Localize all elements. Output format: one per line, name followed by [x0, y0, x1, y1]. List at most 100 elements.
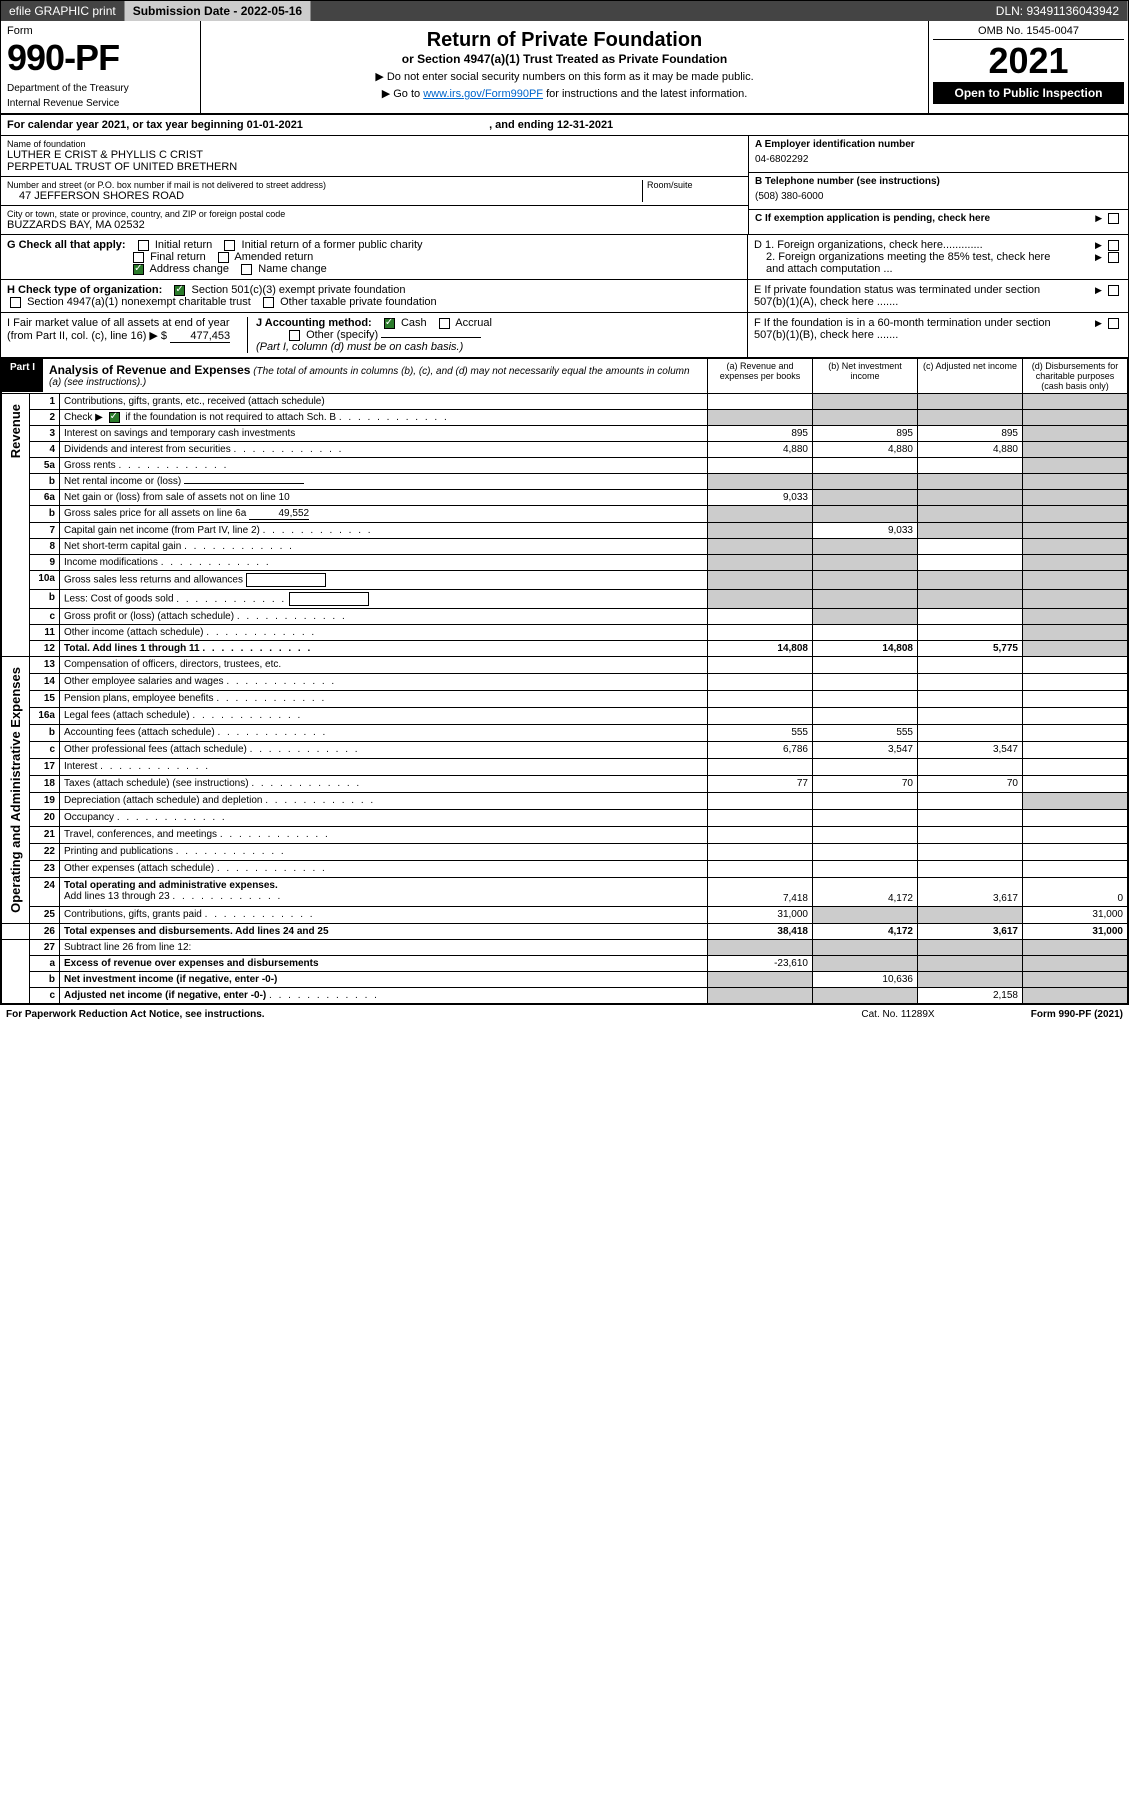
- row-27a: a Excess of revenue over expenses and di…: [2, 956, 1128, 972]
- check-h-e: H Check type of organization: Section 50…: [1, 280, 1128, 313]
- row-15: 15 Pension plans, employee benefits: [2, 691, 1128, 708]
- row-18: 18 Taxes (attach schedule) (see instruct…: [2, 776, 1128, 793]
- col-d-header: (d) Disbursements for charitable purpose…: [1023, 359, 1128, 394]
- info-block: Name of foundation LUTHER E CRIST & PHYL…: [1, 136, 1128, 235]
- f-checkbox[interactable]: [1108, 318, 1119, 329]
- row-22: 22 Printing and publications: [2, 844, 1128, 861]
- footer: For Paperwork Reduction Act Notice, see …: [0, 1005, 1129, 1024]
- part1-table: Part I Analysis of Revenue and Expenses …: [1, 358, 1128, 1004]
- header-right: OMB No. 1545-0047 2021 Open to Public In…: [928, 21, 1128, 113]
- g-initial-checkbox[interactable]: [138, 240, 149, 251]
- row-20: 20 Occupancy: [2, 810, 1128, 827]
- section-g: G Check all that apply: Initial return I…: [1, 235, 748, 279]
- tax-year: 2021: [933, 40, 1124, 82]
- form-ref: Form 990-PF (2021): [973, 1009, 1123, 1020]
- g-address-checkbox[interactable]: [133, 264, 144, 275]
- exemption-cell: C If exemption application is pending, c…: [749, 210, 1128, 227]
- col-a-header: (a) Revenue and expenses per books: [708, 359, 813, 394]
- note-ssn: ▶ Do not enter social security numbers o…: [209, 70, 920, 83]
- revenue-side-label: Revenue: [6, 396, 25, 466]
- g-final-checkbox[interactable]: [133, 252, 144, 263]
- d2-checkbox[interactable]: [1108, 252, 1119, 263]
- h-501c3-checkbox[interactable]: [174, 285, 185, 296]
- section-h: H Check type of organization: Section 50…: [1, 280, 748, 312]
- row-27c: c Adjusted net income (if negative, ente…: [2, 988, 1128, 1004]
- ein-cell: A Employer identification number 04-6802…: [749, 136, 1128, 173]
- j-other-checkbox[interactable]: [289, 330, 300, 341]
- calendar-year: For calendar year 2021, or tax year begi…: [1, 115, 1128, 136]
- check-ij-f: I Fair market value of all assets at end…: [1, 313, 1128, 358]
- efile-label: efile GRAPHIC print: [1, 1, 125, 21]
- section-d: D 1. Foreign organizations, check here..…: [748, 235, 1128, 279]
- row-10a: 10a Gross sales less returns and allowan…: [2, 571, 1128, 590]
- dept-treasury: Department of the Treasury: [7, 83, 194, 94]
- row-23: 23 Other expenses (attach schedule): [2, 861, 1128, 878]
- foundation-name-cell: Name of foundation LUTHER E CRIST & PHYL…: [1, 136, 748, 177]
- submission-date: Submission Date - 2022-05-16: [125, 1, 311, 21]
- row-26: 26 Total expenses and disbursements. Add…: [2, 924, 1128, 940]
- row-21: 21 Travel, conferences, and meetings: [2, 827, 1128, 844]
- dln: DLN: 93491136043942: [988, 1, 1128, 21]
- row-16b: b Accounting fees (attach schedule) 555 …: [2, 725, 1128, 742]
- g-initial-former-checkbox[interactable]: [224, 240, 235, 251]
- section-e: E If private foundation status was termi…: [748, 280, 1128, 312]
- row-12: 12 Total. Add lines 1 through 11 14,808 …: [2, 641, 1128, 657]
- city-cell: City or town, state or province, country…: [1, 206, 748, 234]
- e-checkbox[interactable]: [1108, 285, 1119, 296]
- g-amended-checkbox[interactable]: [218, 252, 229, 263]
- fmv-value: 477,453: [170, 330, 230, 343]
- row-7: 7 Capital gain net income (from Part IV,…: [2, 523, 1128, 539]
- d1-checkbox[interactable]: [1108, 240, 1119, 251]
- section-ij: I Fair market value of all assets at end…: [1, 313, 748, 357]
- col-b-header: (b) Net investment income: [813, 359, 918, 394]
- header-left: Form 990-PF Department of the Treasury I…: [1, 21, 201, 113]
- section-f: F If the foundation is in a 60-month ter…: [748, 313, 1128, 357]
- c-checkbox[interactable]: [1108, 213, 1119, 224]
- row-24: 24 Total operating and administrative ex…: [2, 878, 1128, 907]
- form-number: 990-PF: [7, 37, 194, 79]
- row-2: 2 Check ▶ if the foundation is not requi…: [2, 410, 1128, 426]
- phone-cell: B Telephone number (see instructions) (5…: [749, 173, 1128, 210]
- header: Form 990-PF Department of the Treasury I…: [1, 21, 1128, 115]
- info-right: A Employer identification number 04-6802…: [748, 136, 1128, 234]
- row-4: 4 Dividends and interest from securities…: [2, 442, 1128, 458]
- row-10c: c Gross profit or (loss) (attach schedul…: [2, 609, 1128, 625]
- row-10b: b Less: Cost of goods sold: [2, 590, 1128, 609]
- open-public: Open to Public Inspection: [933, 82, 1124, 104]
- topbar: efile GRAPHIC print Submission Date - 20…: [1, 1, 1128, 21]
- paperwork-notice: For Paperwork Reduction Act Notice, see …: [6, 1009, 823, 1020]
- row-1: Revenue 1 Contributions, gifts, grants, …: [2, 394, 1128, 410]
- j-cash-checkbox[interactable]: [384, 318, 395, 329]
- j-accrual-checkbox[interactable]: [439, 318, 450, 329]
- row-16c: c Other professional fees (attach schedu…: [2, 742, 1128, 759]
- info-left: Name of foundation LUTHER E CRIST & PHYL…: [1, 136, 748, 234]
- col-c-header: (c) Adjusted net income: [918, 359, 1023, 394]
- part1-label: Part I: [2, 359, 43, 392]
- row-25: 25 Contributions, gifts, grants paid 31,…: [2, 906, 1128, 923]
- row-27: 27 Subtract line 26 from line 12:: [2, 940, 1128, 956]
- part1-header-row: Part I Analysis of Revenue and Expenses …: [2, 359, 1128, 394]
- form-title: Return of Private Foundation: [209, 29, 920, 52]
- row-19: 19 Depreciation (attach schedule) and de…: [2, 793, 1128, 810]
- form-subtitle: or Section 4947(a)(1) Trust Treated as P…: [209, 52, 920, 66]
- g-name-checkbox[interactable]: [241, 264, 252, 275]
- row-13: Operating and Administrative Expenses 13…: [2, 657, 1128, 674]
- row-3: 3 Interest on savings and temporary cash…: [2, 426, 1128, 442]
- note-goto: ▶ Go to www.irs.gov/Form990PF for instru…: [209, 87, 920, 100]
- row-6b: b Gross sales price for all assets on li…: [2, 506, 1128, 523]
- form-label: Form: [7, 25, 194, 37]
- schB-checkbox[interactable]: [109, 412, 120, 423]
- omb-number: OMB No. 1545-0047: [933, 25, 1124, 40]
- h-4947-checkbox[interactable]: [10, 297, 21, 308]
- cat-number: Cat. No. 11289X: [823, 1009, 973, 1020]
- h-other-checkbox[interactable]: [263, 297, 274, 308]
- row-6a: 6a Net gain or (loss) from sale of asset…: [2, 490, 1128, 506]
- row-14: 14 Other employee salaries and wages: [2, 674, 1128, 691]
- address-cell: Number and street (or P.O. box number if…: [1, 177, 748, 206]
- row-27b: b Net investment income (if negative, en…: [2, 972, 1128, 988]
- row-17: 17 Interest: [2, 759, 1128, 776]
- instructions-link[interactable]: www.irs.gov/Form990PF: [423, 88, 543, 100]
- irs: Internal Revenue Service: [7, 98, 194, 109]
- form-container: efile GRAPHIC print Submission Date - 20…: [0, 0, 1129, 1005]
- row-16a: 16a Legal fees (attach schedule): [2, 708, 1128, 725]
